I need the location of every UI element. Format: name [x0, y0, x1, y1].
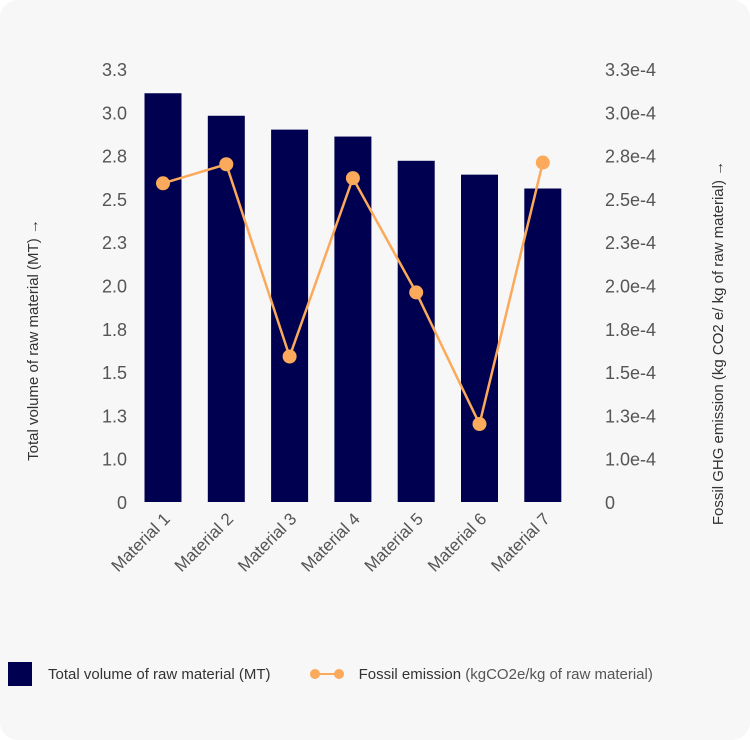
bar: [334, 136, 372, 502]
combo-chart: 0 1.0 1.3 1.5 1.8 2.0 2.3 2.5 2.8 3.0 3.3 0 1.0e-4 1…: [25, 60, 727, 576]
legend-line-unit: (kgCO2e/kg of raw material): [465, 665, 653, 683]
bar: [144, 93, 182, 503]
right-tick-label: 1.8e-4: [605, 320, 656, 340]
emission-point: [219, 157, 234, 172]
emission-point: [535, 155, 550, 170]
left-axis-ticks: 0 1.0 1.3 1.5 1.8 2.0 2.3 2.5 2.8 3.0 3.3: [102, 60, 127, 513]
right-axis-label: Fossil GHG emission (kg CO2 e/ kg of raw…: [710, 161, 727, 525]
legend-bar-swatch: [8, 662, 32, 686]
emission-point: [282, 349, 297, 364]
left-tick-label: 1.3: [102, 406, 127, 426]
left-tick-label: 0: [117, 493, 127, 513]
category-label: Material 6: [424, 509, 490, 575]
left-tick-label: 1.5: [102, 363, 127, 383]
right-tick-label: 2.8e-4: [605, 147, 656, 167]
left-tick-label: 1.8: [102, 320, 127, 340]
emission-point: [472, 417, 487, 432]
left-tick-label: 1.0: [102, 450, 127, 470]
emission-point: [156, 176, 170, 191]
bar: [524, 188, 562, 502]
bar: [397, 160, 435, 502]
bars: [144, 93, 562, 503]
left-tick-label: 2.5: [102, 190, 127, 210]
left-tick-label: 2.0: [102, 277, 127, 297]
emission-point: [409, 285, 424, 300]
category-label: Material 5: [361, 509, 427, 575]
bar: [461, 174, 498, 503]
left-tick-label: 3.0: [102, 103, 127, 123]
left-tick-label: 2.8: [102, 147, 127, 167]
right-tick-label: 1.5e-4: [605, 363, 656, 383]
category-label: Material 2: [171, 509, 237, 575]
right-tick-label: 1.3e-4: [605, 406, 656, 426]
right-tick-label: 3.3e-4: [605, 60, 656, 80]
right-tick-label: 1.0e-4: [605, 450, 656, 470]
right-tick-label: 3.0e-4: [605, 103, 656, 123]
category-label: Material 3: [234, 509, 300, 575]
left-tick-label: 3.3: [102, 60, 127, 80]
emission-line: [156, 155, 550, 432]
category-label: Material 4: [298, 509, 364, 575]
legend-bar-label: Total volume of raw material (MT): [48, 665, 271, 683]
category-label: Material 7: [487, 509, 553, 575]
right-axis-ticks: 0 1.0e-4 1.3e-4 1.5e-4 1.8e-4 2.0e-4 2.3e-4 2.5…: [605, 60, 656, 513]
right-tick-label: 2.5e-4: [605, 190, 656, 210]
left-axis-label: Total volume of raw material (MT) →: [25, 219, 42, 461]
right-tick-label: 2.0e-4: [605, 277, 656, 297]
legend-line-label: Fossil emission: [358, 665, 462, 683]
category-label: Material 1: [108, 509, 174, 575]
right-tick-label: 2.3e-4: [605, 233, 656, 253]
emission-point: [345, 171, 360, 186]
bar: [207, 115, 245, 502]
legend: Total volume of raw material (MT) Fossil…: [8, 662, 653, 686]
right-tick-label: 0: [605, 493, 615, 513]
legend-line-swatch: [309, 669, 344, 679]
left-tick-label: 2.3: [102, 233, 127, 253]
